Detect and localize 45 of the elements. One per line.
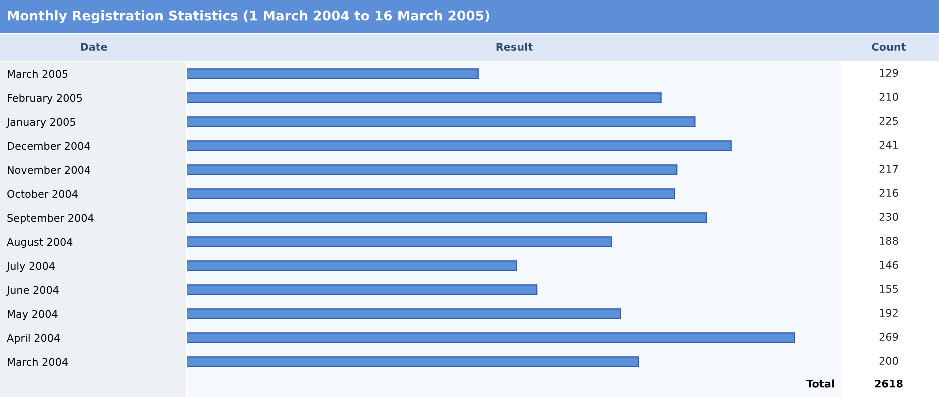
bar xyxy=(187,92,662,104)
y-tick-label: July 2004 xyxy=(6,262,55,272)
bar xyxy=(187,332,796,344)
bar xyxy=(187,68,479,80)
chart-title: Monthly Registration Statistics (1 March 2004 to 16 March 2005) xyxy=(8,10,490,24)
data-label: 200 xyxy=(880,357,898,366)
text: 2618 xyxy=(875,380,903,388)
text: Count xyxy=(872,43,906,52)
bar xyxy=(187,188,676,200)
y-tick-label: January 2005 xyxy=(6,118,76,128)
y-axis-title: Date xyxy=(81,43,108,52)
y-tick-label: November 2004 xyxy=(8,166,90,174)
bar xyxy=(187,356,640,368)
y-tick-label: March 2005 xyxy=(8,70,68,78)
data-label: 241 xyxy=(880,141,898,149)
y-tick-label: June 2004 xyxy=(6,286,59,296)
data-label: 129 xyxy=(880,69,898,78)
y-tick-label: March 2004 xyxy=(8,358,68,366)
x-axis-title: Result xyxy=(496,42,533,52)
bar xyxy=(187,284,538,296)
annotation: Total xyxy=(806,380,834,388)
data-label: 216 xyxy=(880,189,898,198)
bar xyxy=(187,236,612,248)
data-label: 146 xyxy=(880,261,898,270)
bar xyxy=(187,308,622,320)
bar xyxy=(187,260,518,272)
y-tick-label: August 2004 xyxy=(7,238,73,248)
y-tick-label: October 2004 xyxy=(8,190,78,198)
y-tick-label: February 2005 xyxy=(8,94,82,104)
y-tick-label: May 2004 xyxy=(8,310,58,320)
data-label: 230 xyxy=(880,213,898,222)
y-tick-label: April 2004 xyxy=(7,334,60,344)
bar xyxy=(187,116,696,128)
data-label: 217 xyxy=(880,165,898,173)
data-label: 188 xyxy=(880,237,898,246)
bar xyxy=(187,140,732,152)
y-tick-label: September 2004 xyxy=(8,214,94,224)
bar xyxy=(187,212,708,224)
data-label: 269 xyxy=(880,333,898,342)
y-tick-label: December 2004 xyxy=(8,142,90,150)
data-label: 192 xyxy=(880,309,898,318)
bar xyxy=(187,164,678,176)
data-label: 210 xyxy=(880,93,898,102)
data-label: 225 xyxy=(880,117,898,126)
data-label: 155 xyxy=(880,285,898,294)
